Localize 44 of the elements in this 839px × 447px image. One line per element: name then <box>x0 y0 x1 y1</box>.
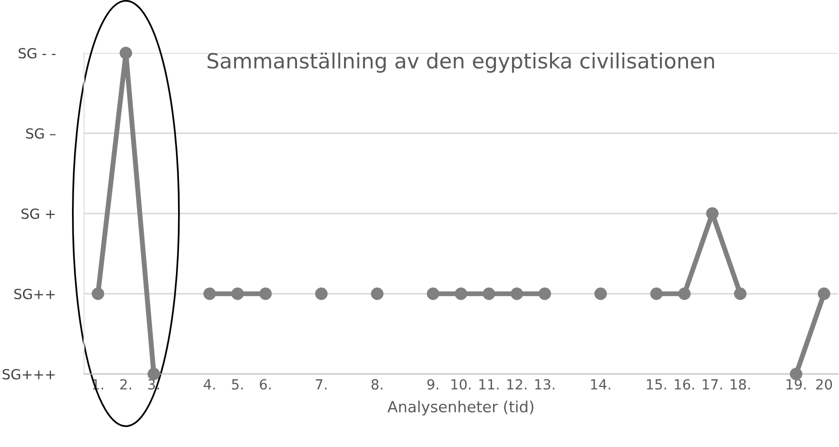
x-tick-label: 10. <box>451 379 471 390</box>
x-tick-label: 12. <box>507 379 526 390</box>
point <box>538 288 552 300</box>
point <box>454 288 468 300</box>
point <box>148 368 160 380</box>
x-tick-label: 5. <box>232 379 243 390</box>
point <box>818 288 830 300</box>
x-tick-label: 18. <box>730 379 750 390</box>
point <box>734 288 747 300</box>
x-tick-label: 17. <box>702 379 722 390</box>
x-tick-label: 7. <box>316 379 326 390</box>
point <box>594 288 607 300</box>
point <box>706 207 719 220</box>
x-tick-label: 19. <box>786 379 806 390</box>
x-tick-label: 15. <box>646 379 666 390</box>
point <box>678 288 691 300</box>
x-tick-label: 13. <box>535 379 554 390</box>
point <box>92 288 104 300</box>
x-tick-label: 8. <box>372 379 382 390</box>
chart-title: Sammanställning av den egyptiska civilisationen <box>208 52 714 73</box>
x-tick-label: 6. <box>260 379 271 390</box>
category-label: SG - - <box>18 48 56 58</box>
category-label: SG++ <box>14 288 55 300</box>
point <box>203 288 216 300</box>
category-label: SG + <box>22 208 55 219</box>
x-axis-title: Analysenheter (tid) <box>387 400 534 416</box>
x-tick-label: 9. <box>427 379 438 390</box>
x-tick-label: 11. <box>479 379 498 390</box>
point <box>482 288 496 300</box>
point <box>426 288 440 300</box>
x-tick-label: 20 <box>816 379 832 390</box>
point <box>315 288 328 300</box>
category-label: SG – <box>26 128 56 139</box>
x-tick-label: 4. <box>204 379 215 390</box>
x-tick-label: 16. <box>674 379 694 390</box>
point <box>231 288 244 300</box>
point <box>650 288 663 300</box>
point <box>120 46 132 60</box>
category-label: SG+++ <box>2 368 55 380</box>
x-tick-label: 2. <box>120 379 132 390</box>
point <box>370 288 384 300</box>
x-tick-label: 14. <box>591 379 610 390</box>
point <box>510 288 524 300</box>
point <box>259 288 272 300</box>
